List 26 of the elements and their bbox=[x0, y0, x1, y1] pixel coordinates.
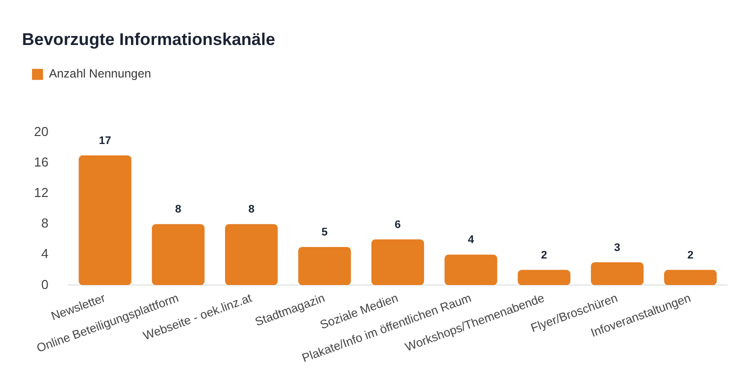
y-tick-label: 0 bbox=[41, 276, 48, 292]
data-label: 4 bbox=[468, 234, 475, 246]
y-tick-label: 12 bbox=[34, 185, 48, 200]
data-label: 17 bbox=[98, 134, 112, 147]
bar bbox=[298, 246, 351, 286]
bar bbox=[518, 270, 570, 286]
data-label: 2 bbox=[541, 249, 548, 262]
y-tick-label: 8 bbox=[41, 216, 48, 231]
y-tick-label: 20 bbox=[34, 124, 48, 139]
bar bbox=[590, 262, 644, 286]
y-tick-label: 4 bbox=[41, 246, 48, 262]
data-label: 8 bbox=[248, 204, 254, 216]
bar bbox=[444, 254, 498, 286]
bar bbox=[225, 224, 278, 286]
bar bbox=[78, 155, 132, 286]
data-label: 5 bbox=[321, 226, 328, 239]
data-label: 8 bbox=[175, 204, 182, 216]
bar bbox=[664, 270, 717, 286]
y-tick-label: 16 bbox=[34, 154, 48, 170]
chart-title: Bevorzugte Informationskanäle bbox=[22, 30, 276, 49]
bar bbox=[371, 239, 424, 286]
legend-label: Anzahl Nennungen bbox=[49, 66, 152, 81]
data-label: 6 bbox=[394, 218, 401, 231]
data-label: 3 bbox=[614, 242, 620, 254]
bar bbox=[152, 224, 205, 286]
data-label: 2 bbox=[687, 249, 694, 262]
